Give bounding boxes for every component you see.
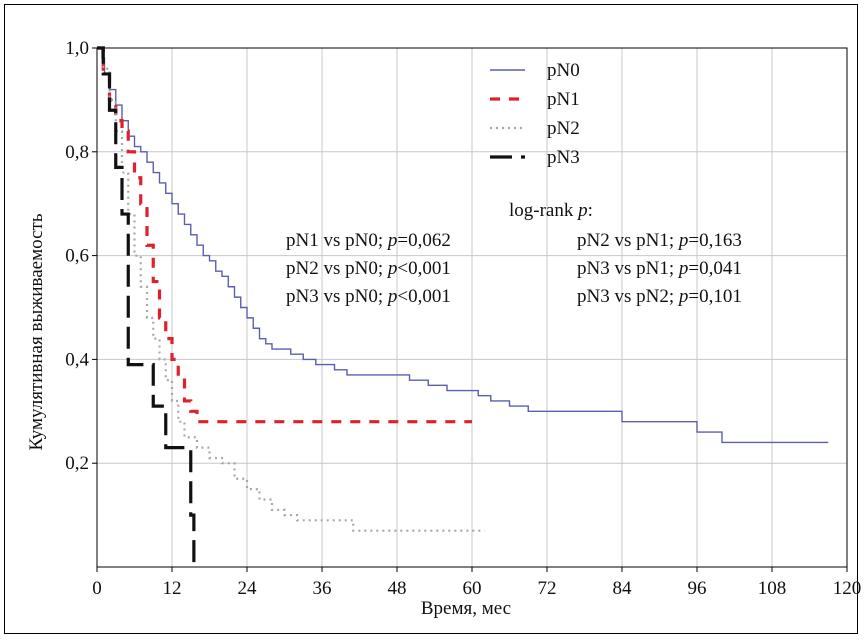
x-tick-label: 120: [833, 578, 862, 599]
log-rank-left-2: pN2 vs pN0; p<0,001: [286, 258, 451, 279]
y-tick-label: 1,0: [65, 38, 89, 59]
log-rank-header: log-rank p:: [509, 200, 593, 221]
x-tick-label: 12: [163, 578, 182, 599]
x-axis-ticks: 0 12 24 36 48 60 72 84 96 108 120: [92, 567, 861, 599]
y-axis-label: Кумулятивная выживаемость: [26, 213, 47, 450]
log-rank-left-3: pN3 vs pN0; p<0,001: [286, 286, 451, 307]
legend-label-pn3: pN3: [547, 147, 580, 168]
x-tick-label: 48: [388, 578, 407, 599]
x-tick-label: 36: [313, 578, 332, 599]
y-tick-label: 0,6: [65, 246, 89, 267]
x-tick-label: 72: [538, 578, 557, 599]
legend-label-pn1: pN1: [547, 89, 580, 110]
log-rank-right-2: pN3 vs pN1; p=0,041: [577, 258, 742, 279]
series-pn2-curve: [97, 46, 485, 532]
grid-lines: [97, 48, 847, 567]
series-pn0-curve: [97, 47, 829, 444]
x-tick-label: 96: [688, 578, 707, 599]
x-tick-label: 24: [238, 578, 258, 599]
y-axis-ticks: 0,2 0,4 0,6 0,8 1,0: [65, 38, 97, 474]
log-rank-right-1: pN2 vs pN1; p=0,163: [577, 230, 742, 251]
legend-label-pn2: pN2: [547, 118, 580, 139]
survival-curves: [97, 46, 829, 567]
log-rank-right-3: pN3 vs pN2; p=0,101: [577, 286, 742, 307]
chart-frame: [4, 4, 858, 634]
log-rank-left-1: pN1 vs pN0; p=0,062: [286, 230, 451, 251]
y-tick-label: 0,4: [65, 349, 89, 370]
series-pn3-curve: [97, 46, 196, 567]
x-axis-label: Время, мес: [421, 598, 511, 619]
legend: pN0 pN1 pN2 pN3: [490, 60, 580, 168]
x-tick-label: 60: [463, 578, 482, 599]
y-tick-label: 0,2: [65, 453, 89, 474]
x-tick-label: 84: [613, 578, 633, 599]
log-rank-annotations: log-rank p: pN1 vs pN0; p=0,062 pN2 vs pN…: [286, 200, 742, 307]
legend-label-pn0: pN0: [547, 60, 580, 81]
x-tick-label: 0: [92, 578, 102, 599]
x-tick-label: 108: [758, 578, 787, 599]
y-tick-label: 0,8: [65, 142, 89, 163]
